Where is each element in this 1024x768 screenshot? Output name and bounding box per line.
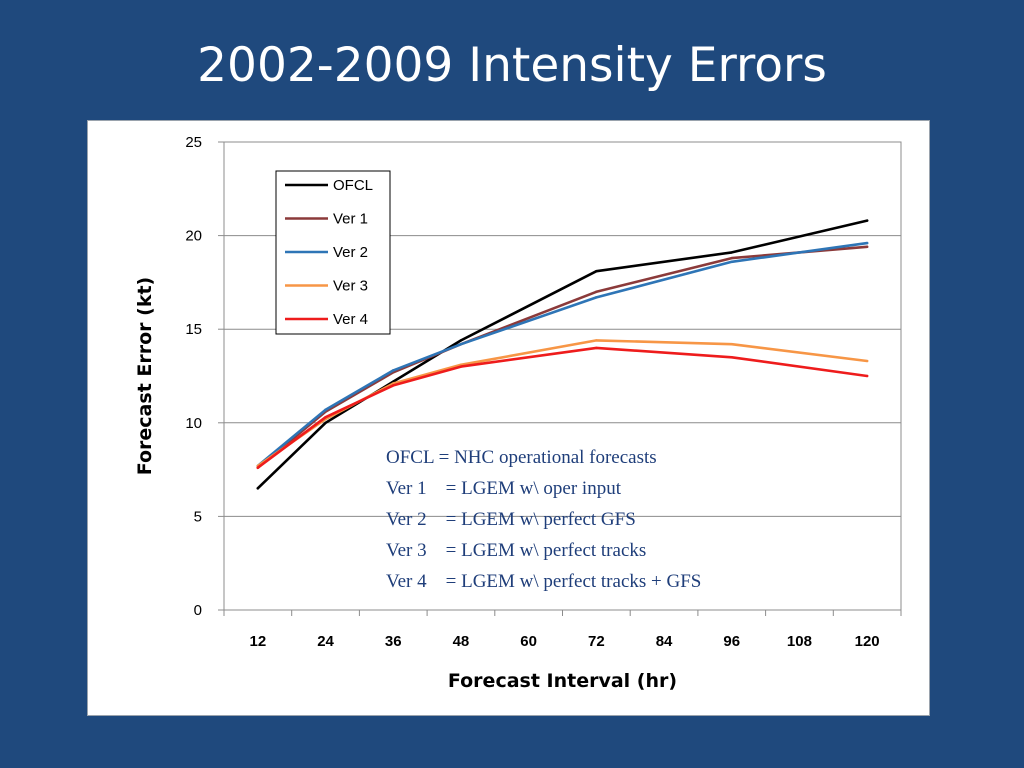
data-point bbox=[459, 342, 463, 346]
data-point bbox=[392, 384, 395, 387]
data-point bbox=[865, 241, 869, 245]
data-point bbox=[730, 342, 733, 346]
annotation-line: Ver 4 = LGEM w\ perfect tracks + GFS bbox=[386, 571, 701, 592]
annotation-line: Ver 1 = LGEM w\ oper input bbox=[386, 478, 622, 499]
line-chart: 0 5 10 15 20 25 12 24 36 48 60 72 84 96 108 120 Forecast… bbox=[134, 134, 902, 692]
data-point bbox=[595, 296, 598, 299]
data-point bbox=[595, 346, 598, 350]
x-tick-label: 60 bbox=[520, 633, 537, 650]
legend-label: OFCL bbox=[333, 177, 373, 194]
y-tick-label: 20 bbox=[185, 228, 202, 245]
data-point bbox=[256, 487, 260, 490]
data-point bbox=[459, 365, 463, 368]
x-tick-label: 120 bbox=[855, 633, 880, 650]
legend-label: Ver 4 bbox=[333, 311, 368, 328]
data-point bbox=[595, 339, 598, 342]
annotation-line: Ver 2 = LGEM w\ perfect GFS bbox=[386, 509, 636, 530]
y-tick-label: 25 bbox=[185, 134, 202, 151]
y-tick-label: 0 bbox=[194, 602, 202, 619]
slide-title: 2002-2009 Intensity Errors bbox=[197, 38, 827, 93]
data-point bbox=[256, 466, 260, 469]
annotation-line: OFCL = NHC operational forecasts bbox=[386, 447, 657, 468]
series-lines bbox=[256, 219, 869, 490]
data-point bbox=[595, 290, 598, 293]
data-point bbox=[459, 339, 463, 342]
x-tick-label: 24 bbox=[317, 633, 334, 650]
x-tick-label: 96 bbox=[723, 633, 740, 650]
data-point bbox=[865, 219, 869, 222]
x-axis-title: Forecast Interval (hr) bbox=[448, 670, 677, 692]
data-point bbox=[865, 245, 869, 249]
y-axis-title: Forecast Error (kt) bbox=[134, 277, 156, 475]
legend-label: Ver 2 bbox=[333, 244, 368, 261]
x-tick-label: 48 bbox=[453, 633, 470, 650]
data-point bbox=[865, 359, 869, 363]
x-tick-label: 72 bbox=[588, 633, 605, 650]
x-tick-label: 108 bbox=[787, 633, 812, 650]
data-point bbox=[324, 421, 327, 424]
data-point bbox=[392, 369, 395, 372]
data-point bbox=[595, 269, 598, 273]
axes: 0 5 10 15 20 25 12 24 36 48 60 72 84 96 108 120 Forecast… bbox=[134, 134, 902, 692]
y-tick-label: 5 bbox=[194, 508, 202, 525]
x-tick-label: 84 bbox=[656, 633, 673, 650]
data-point bbox=[324, 408, 327, 411]
data-point bbox=[730, 256, 733, 260]
x-tick-label: 12 bbox=[250, 633, 267, 650]
legend-label: Ver 3 bbox=[333, 278, 368, 295]
data-point bbox=[730, 251, 733, 254]
data-point bbox=[730, 260, 733, 264]
data-point bbox=[865, 374, 869, 378]
data-point bbox=[324, 415, 327, 419]
y-tick-label: 15 bbox=[185, 321, 202, 338]
legend-label: Ver 1 bbox=[333, 211, 368, 228]
y-tick-label: 10 bbox=[185, 415, 202, 432]
annotation-block: OFCL = NHC operational forecasts Ver 1 = … bbox=[386, 447, 701, 592]
annotation-line: Ver 3 = LGEM w\ perfect tracks bbox=[386, 540, 646, 561]
data-point bbox=[730, 356, 733, 359]
x-tick-label: 36 bbox=[385, 633, 402, 650]
legend: OFCL Ver 1 Ver 2 Ver 3 Ver 4 bbox=[275, 170, 391, 335]
chart-frame: 0 5 10 15 20 25 12 24 36 48 60 72 84 96 108 120 Forecast… bbox=[87, 120, 930, 716]
